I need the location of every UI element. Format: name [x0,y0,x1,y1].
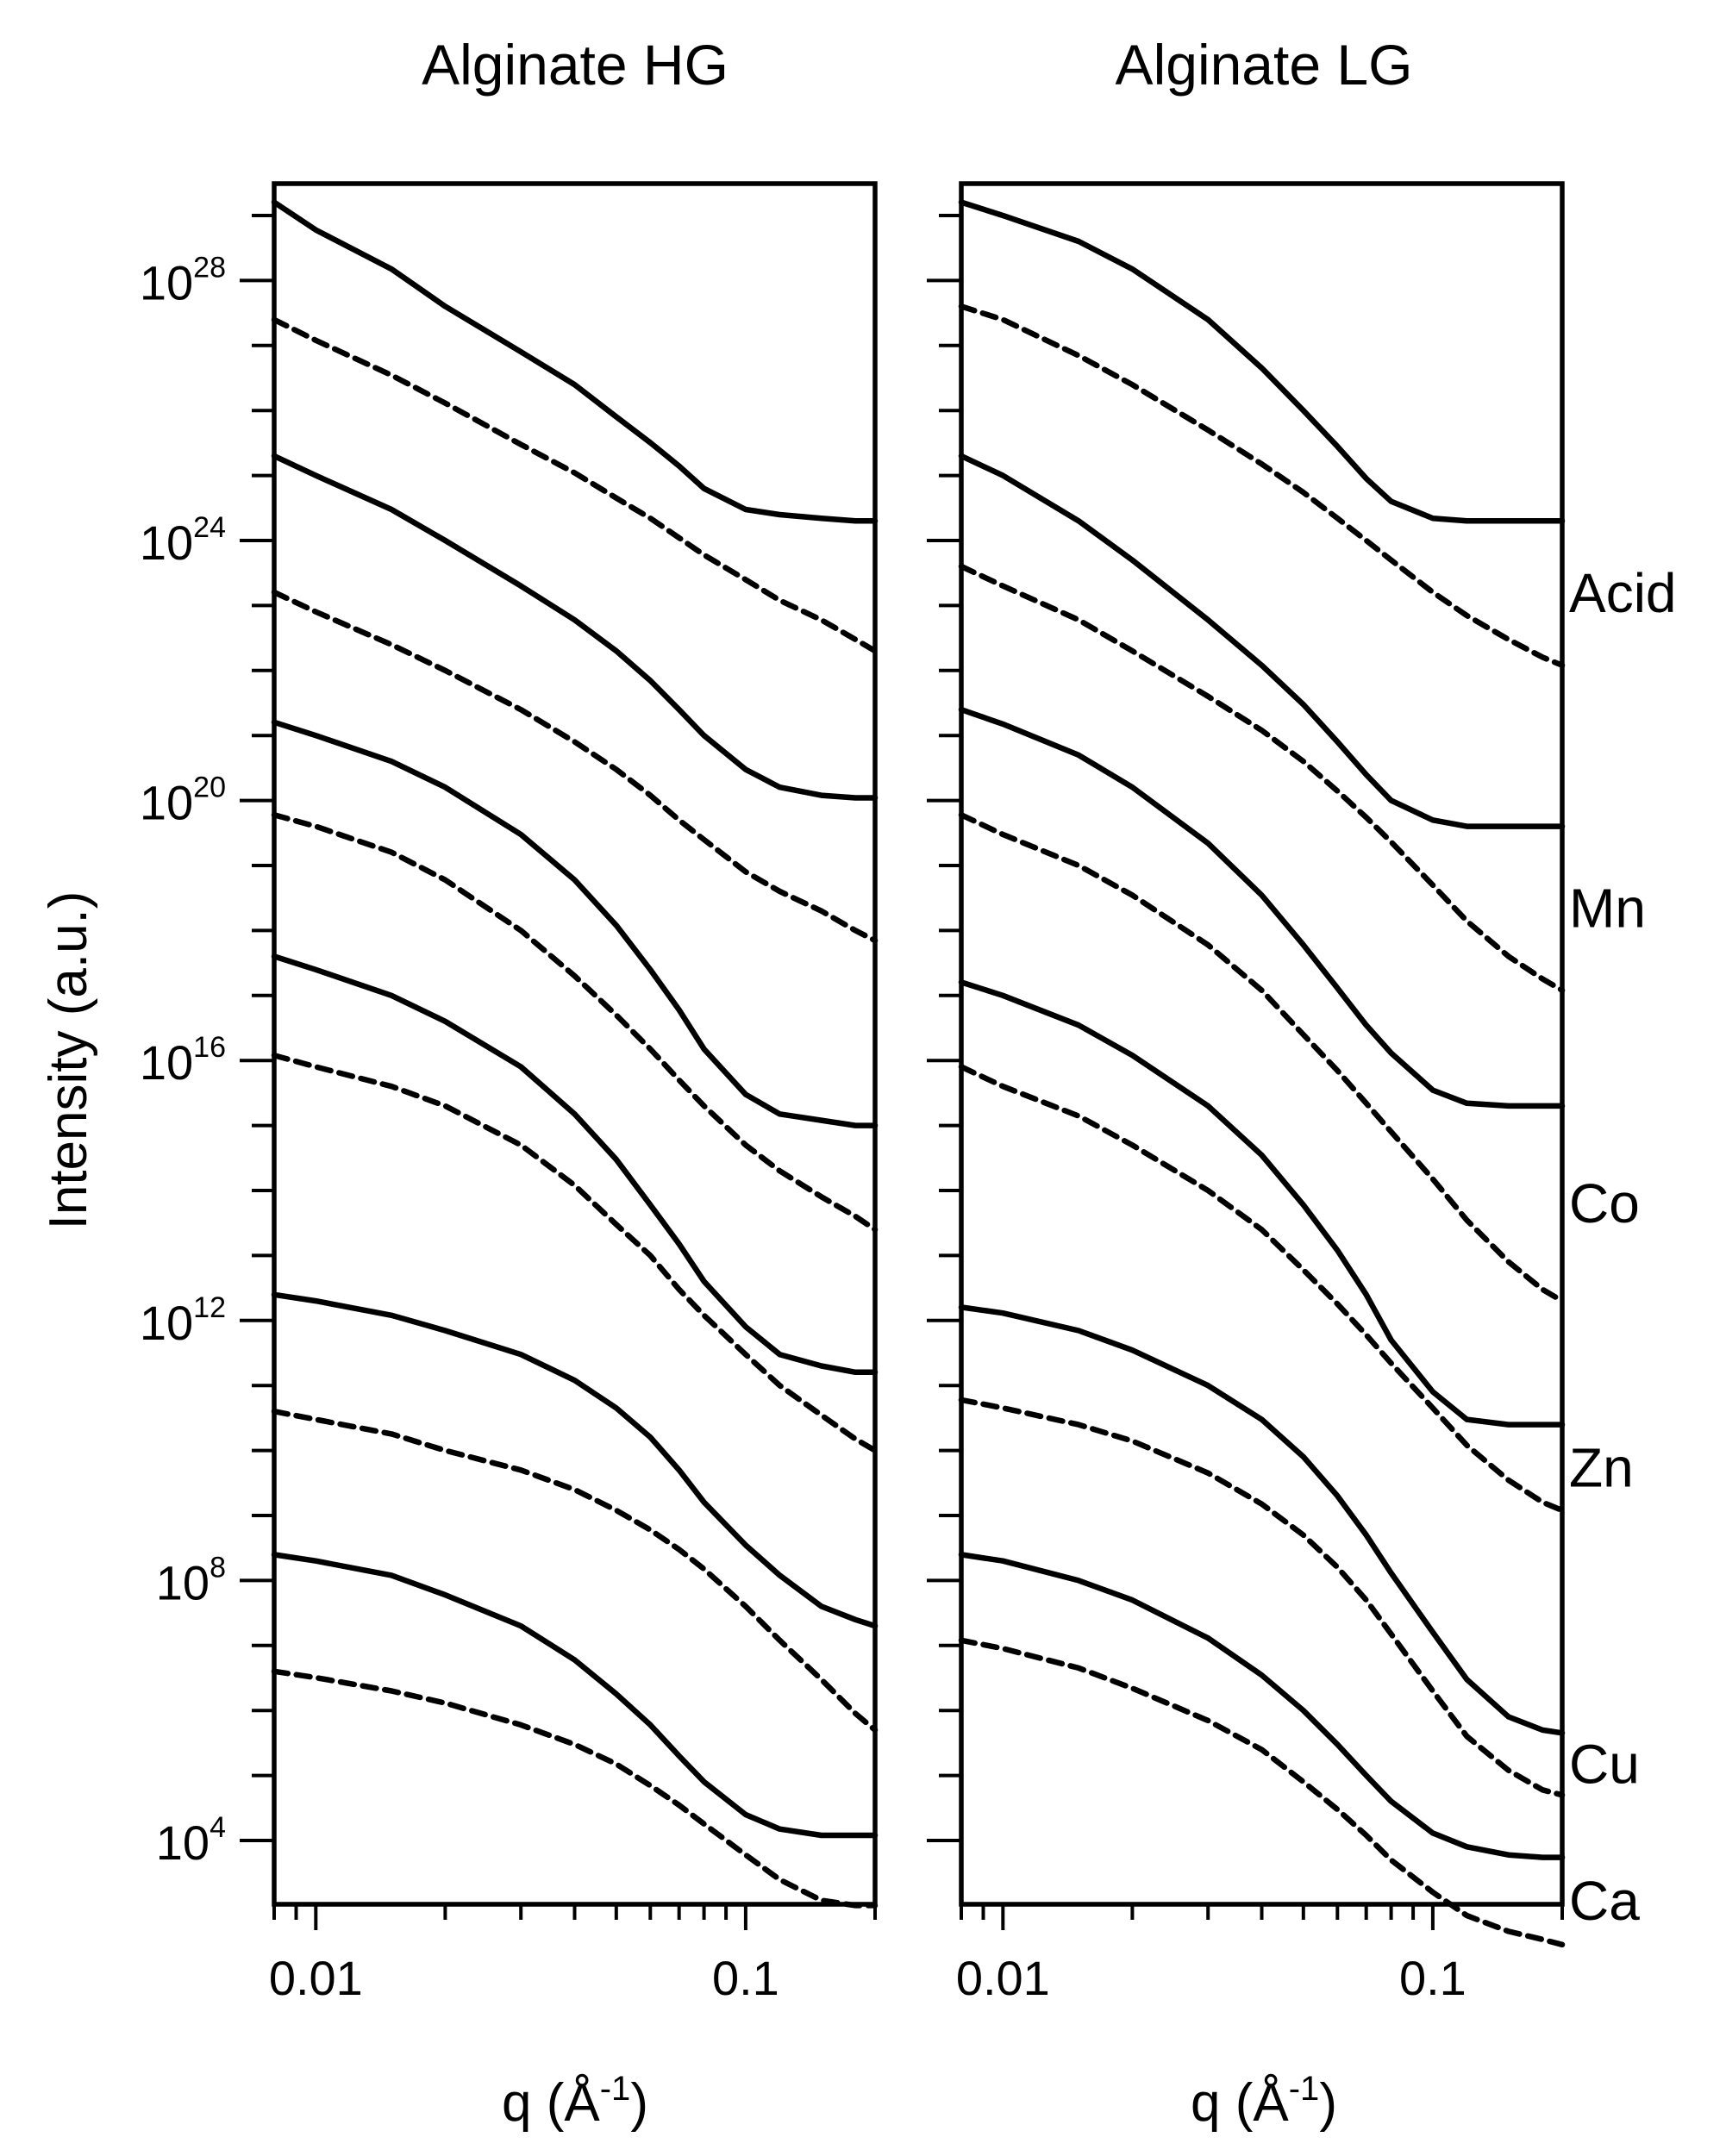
series-line-zn-dashed [958,1064,1566,1514]
series-line-acid-dashed [271,316,879,654]
y-tick-label-base: 10 [156,1815,209,1870]
panel-lg-ticks [927,214,1564,1930]
series-line-co-solid [271,719,879,1128]
panel-hg-x-tick-labels: 0.01 0.1 [269,1951,779,2005]
panel-title-lg: Alginate LG [1116,33,1413,97]
x-axis-label-lg: q (Å-1) [1191,2070,1337,2133]
series-line-mn-solid [271,453,879,801]
x-tick-label: 0.1 [1399,1951,1466,2005]
series-line-co-dashed [958,812,1566,1304]
series-line-mn-solid [958,453,1566,829]
series-line-acid-solid [271,199,879,524]
y-tick-label-exp: 28 [193,251,226,284]
y-tick-label: 1024 [140,511,226,570]
series-label-acid: Acid [1569,562,1677,624]
panel-hg-ticks [240,214,877,1930]
series-label-ca: Ca [1569,1870,1640,1932]
series-line-mn-dashed [271,589,879,944]
y-axis-label: Intensity (a.u.) [39,891,98,1230]
panel-lg-x-tick-labels: 0.01 0.1 [956,1951,1466,2005]
y-tick-label: 1020 [140,772,226,830]
series-line-ca-solid [958,1552,1566,1860]
series-line-zn-dashed [271,1052,879,1453]
y-tick-label-base: 10 [156,1555,209,1609]
series-label-zn: Zn [1569,1436,1634,1498]
series-line-ca-solid [271,1552,879,1839]
series-label-co: Co [1569,1172,1640,1234]
y-tick-label-exp: 16 [193,1031,226,1064]
x-tick-label: 0.01 [269,1951,363,2005]
x-axis-label-hg-sup: -1 [600,2070,631,2108]
panel-lg-curves [958,199,1566,1948]
y-tick-label-base: 10 [140,1296,193,1350]
series-line-zn-solid [958,979,1566,1428]
series-label-mn: Mn [1569,878,1646,940]
series-line-co-dashed [271,812,879,1233]
series-line-cu-solid [958,1304,1566,1736]
y-tick-label: 1028 [140,251,226,309]
x-axis-label-hg-main: q (Å [502,2073,600,2133]
y-tick-label-exp: 24 [193,511,226,544]
series-labels: Acid Mn Co Zn Cu Ca [1569,562,1677,1932]
series-line-ca-dashed [271,1668,879,1909]
panel-title-hg: Alginate HG [422,33,729,97]
panel-alginate-hg: 0.01 0.1 [240,181,879,2005]
x-axis-label-hg: q (Å-1) [502,2070,648,2133]
series-line-ca-dashed [958,1637,1566,1948]
y-tick-label-exp: 12 [193,1291,226,1324]
panel-hg-curves [271,199,879,1909]
series-line-cu-solid [271,1291,879,1629]
y-tick-label: 1016 [140,1031,226,1090]
x-tick-label: 0.01 [956,1951,1050,2005]
y-tick-label-exp: 4 [209,1811,226,1844]
panel-alginate-lg: 0.01 0.1 Acid Mn Co Zn Cu Ca [927,181,1677,2005]
panel-lg-frame [959,181,1565,1907]
series-line-mn-dashed [958,563,1566,994]
series-line-cu-dashed [271,1408,879,1734]
y-tick-label-exp: 8 [209,1551,226,1584]
y-tick-label-base: 10 [140,255,193,309]
x-axis-label-hg-close: ) [630,2073,648,2133]
x-axis-label-lg-main: q (Å [1191,2073,1289,2133]
y-tick-label: 1012 [140,1291,226,1350]
series-label-cu: Cu [1569,1733,1640,1795]
x-axis-label-lg-close: ) [1319,2073,1337,2133]
y-tick-label: 108 [156,1551,226,1609]
y-tick-label-base: 10 [140,776,193,830]
series-line-zn-solid [271,953,879,1376]
panel-hg-frame [272,181,878,1907]
x-axis-label-lg-sup: -1 [1289,2070,1320,2108]
x-tick-label: 0.1 [712,1951,779,2005]
series-line-acid-dashed [958,303,1566,669]
y-tick-label-base: 10 [140,1035,193,1090]
series-line-acid-solid [958,199,1566,524]
y-tick-label-exp: 20 [193,772,226,804]
series-line-co-solid [958,706,1566,1109]
series-line-cu-dashed [958,1397,1566,1798]
y-tick-label: 104 [156,1811,226,1870]
y-tick-label-base: 10 [140,516,193,570]
